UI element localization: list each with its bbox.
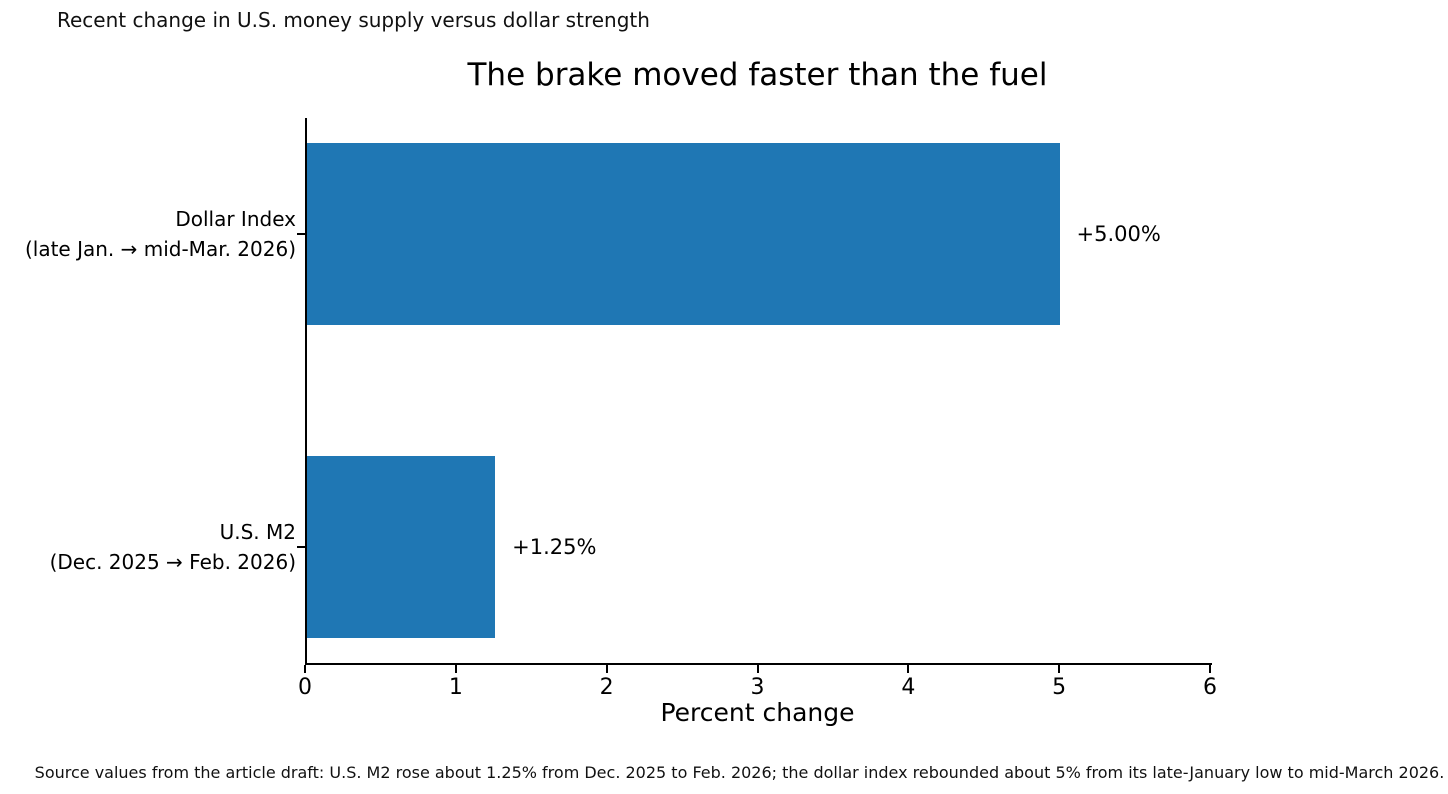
x-tick-label: 2 xyxy=(599,675,614,700)
x-tick-label: 6 xyxy=(1203,675,1217,700)
x-tick-mark xyxy=(1209,665,1211,673)
y-category-label-line2: (late Jan. → mid-Mar. 2026) xyxy=(24,236,296,261)
x-tick-label: 0 xyxy=(298,675,312,700)
chart-title: The brake moved faster than the fuel xyxy=(467,57,1048,93)
y-tick-mark xyxy=(297,546,305,548)
x-tick-label: 3 xyxy=(750,675,765,700)
x-tick-mark xyxy=(605,665,608,673)
x-tick-mark xyxy=(907,665,910,673)
y-category-label: Dollar Index (late Jan. → mid-Mar. 2026) xyxy=(0,204,296,264)
y-category-label-line1: U.S. M2 xyxy=(219,520,296,544)
x-tick-mark xyxy=(304,665,306,673)
bar-value-label: +1.25% xyxy=(512,535,597,559)
y-tick-mark xyxy=(297,232,305,235)
y-category-label-line1: Dollar Index xyxy=(175,206,296,231)
plot-area: +5.00% +1.25% xyxy=(305,118,1212,665)
source-note: Source values from the article draft: U.… xyxy=(34,763,1445,782)
x-tick-label: 1 xyxy=(448,675,463,700)
bar-u-s-m2 xyxy=(307,456,496,638)
x-axis-title: Percent change xyxy=(660,698,855,727)
bar-dollar-index xyxy=(307,142,1060,325)
bar-value-label: +5.00% xyxy=(1076,221,1161,246)
y-category-label-line2: (Dec. 2025 → Feb. 2026) xyxy=(49,550,296,574)
x-tick-mark xyxy=(756,665,759,673)
x-tick-mark xyxy=(454,665,457,673)
x-tick-label: 5 xyxy=(1052,675,1067,700)
y-category-label: U.S. M2 (Dec. 2025 → Feb. 2026) xyxy=(0,517,296,577)
x-tick-label: 4 xyxy=(901,675,916,700)
x-tick-mark xyxy=(1058,665,1061,673)
x-axis-layer: 0 1 2 3 4 5 6 xyxy=(298,663,1217,723)
figure-supertitle: Recent change in U.S. money supply versu… xyxy=(57,8,650,32)
